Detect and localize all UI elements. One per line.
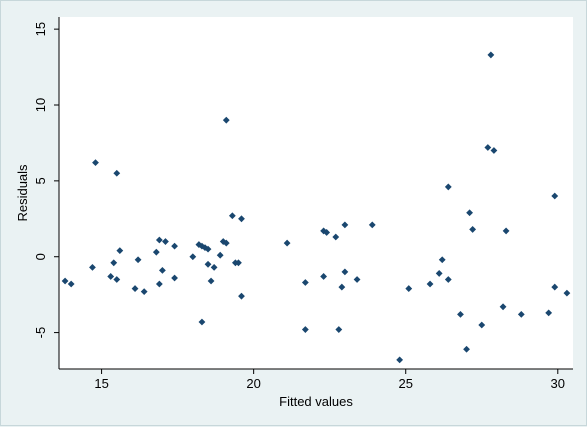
x-tick-label: 30 xyxy=(551,376,565,391)
data-point xyxy=(204,245,212,253)
data-point xyxy=(110,259,118,267)
plot-area xyxy=(59,17,573,369)
y-tick-label: -5 xyxy=(33,327,48,339)
data-point xyxy=(341,268,349,276)
data-point xyxy=(457,310,464,318)
data-point xyxy=(341,221,349,229)
data-point xyxy=(155,280,163,288)
data-point xyxy=(444,183,452,191)
data-point xyxy=(517,310,525,318)
data-point xyxy=(92,159,99,167)
y-axis-title: Residuals xyxy=(15,164,30,222)
data-point xyxy=(478,321,486,329)
data-point xyxy=(301,326,309,333)
x-axis-title: Fitted values xyxy=(279,394,353,409)
data-point xyxy=(171,242,178,250)
data-point xyxy=(487,51,495,59)
y-tick-label: 10 xyxy=(33,98,48,112)
data-points xyxy=(61,51,571,364)
data-point xyxy=(131,285,139,292)
data-point xyxy=(201,244,209,252)
data-point xyxy=(89,263,96,271)
data-point xyxy=(238,215,245,223)
data-point xyxy=(222,116,230,124)
data-point xyxy=(67,280,75,288)
data-point xyxy=(499,303,507,311)
y-axis-ticks: -5 0 5 10 15 xyxy=(33,22,59,338)
data-point xyxy=(219,238,227,245)
data-point xyxy=(152,248,160,256)
data-point xyxy=(159,266,166,274)
data-point xyxy=(444,276,452,283)
y-tick-label: 5 xyxy=(33,177,48,184)
data-point xyxy=(320,273,328,280)
data-point xyxy=(502,227,510,235)
data-point xyxy=(469,226,477,233)
data-point xyxy=(563,289,571,297)
data-point xyxy=(368,221,376,229)
data-point xyxy=(222,239,230,247)
data-point xyxy=(396,356,404,364)
y-tick-label: 0 xyxy=(33,253,48,260)
data-point xyxy=(207,277,215,285)
data-point xyxy=(204,260,212,268)
data-point xyxy=(405,285,413,292)
data-point xyxy=(490,147,498,154)
data-point xyxy=(171,274,178,282)
data-point xyxy=(235,259,242,267)
data-point xyxy=(116,247,124,255)
data-point xyxy=(134,256,142,264)
x-tick-label: 25 xyxy=(398,376,412,391)
x-axis-ticks: 15 20 25 30 xyxy=(94,369,565,391)
x-tick-label: 15 xyxy=(94,376,108,391)
data-point xyxy=(238,292,245,300)
data-point xyxy=(107,273,115,280)
data-point xyxy=(189,253,197,261)
data-point xyxy=(463,345,470,353)
x-tick-label: 20 xyxy=(246,376,260,391)
data-point xyxy=(113,169,121,177)
data-point xyxy=(162,238,169,245)
data-point xyxy=(551,192,559,200)
data-point xyxy=(155,236,163,244)
data-point xyxy=(426,280,434,288)
data-point xyxy=(210,263,218,271)
data-point xyxy=(61,277,69,285)
data-point xyxy=(113,276,121,283)
data-point xyxy=(283,239,291,247)
data-point xyxy=(140,288,148,296)
data-point xyxy=(435,270,443,277)
data-point xyxy=(551,283,559,291)
data-point xyxy=(195,241,203,248)
data-point xyxy=(323,229,331,236)
data-point xyxy=(438,256,446,264)
data-point xyxy=(466,209,473,217)
data-point xyxy=(332,233,340,241)
data-point xyxy=(198,318,206,326)
data-point xyxy=(216,251,224,259)
data-point xyxy=(335,326,343,333)
data-point xyxy=(228,212,236,220)
data-point xyxy=(545,309,553,317)
data-point xyxy=(338,283,346,291)
data-point xyxy=(301,279,309,286)
data-point xyxy=(484,144,492,151)
data-point xyxy=(353,276,361,283)
y-tick-label: 15 xyxy=(33,22,48,36)
